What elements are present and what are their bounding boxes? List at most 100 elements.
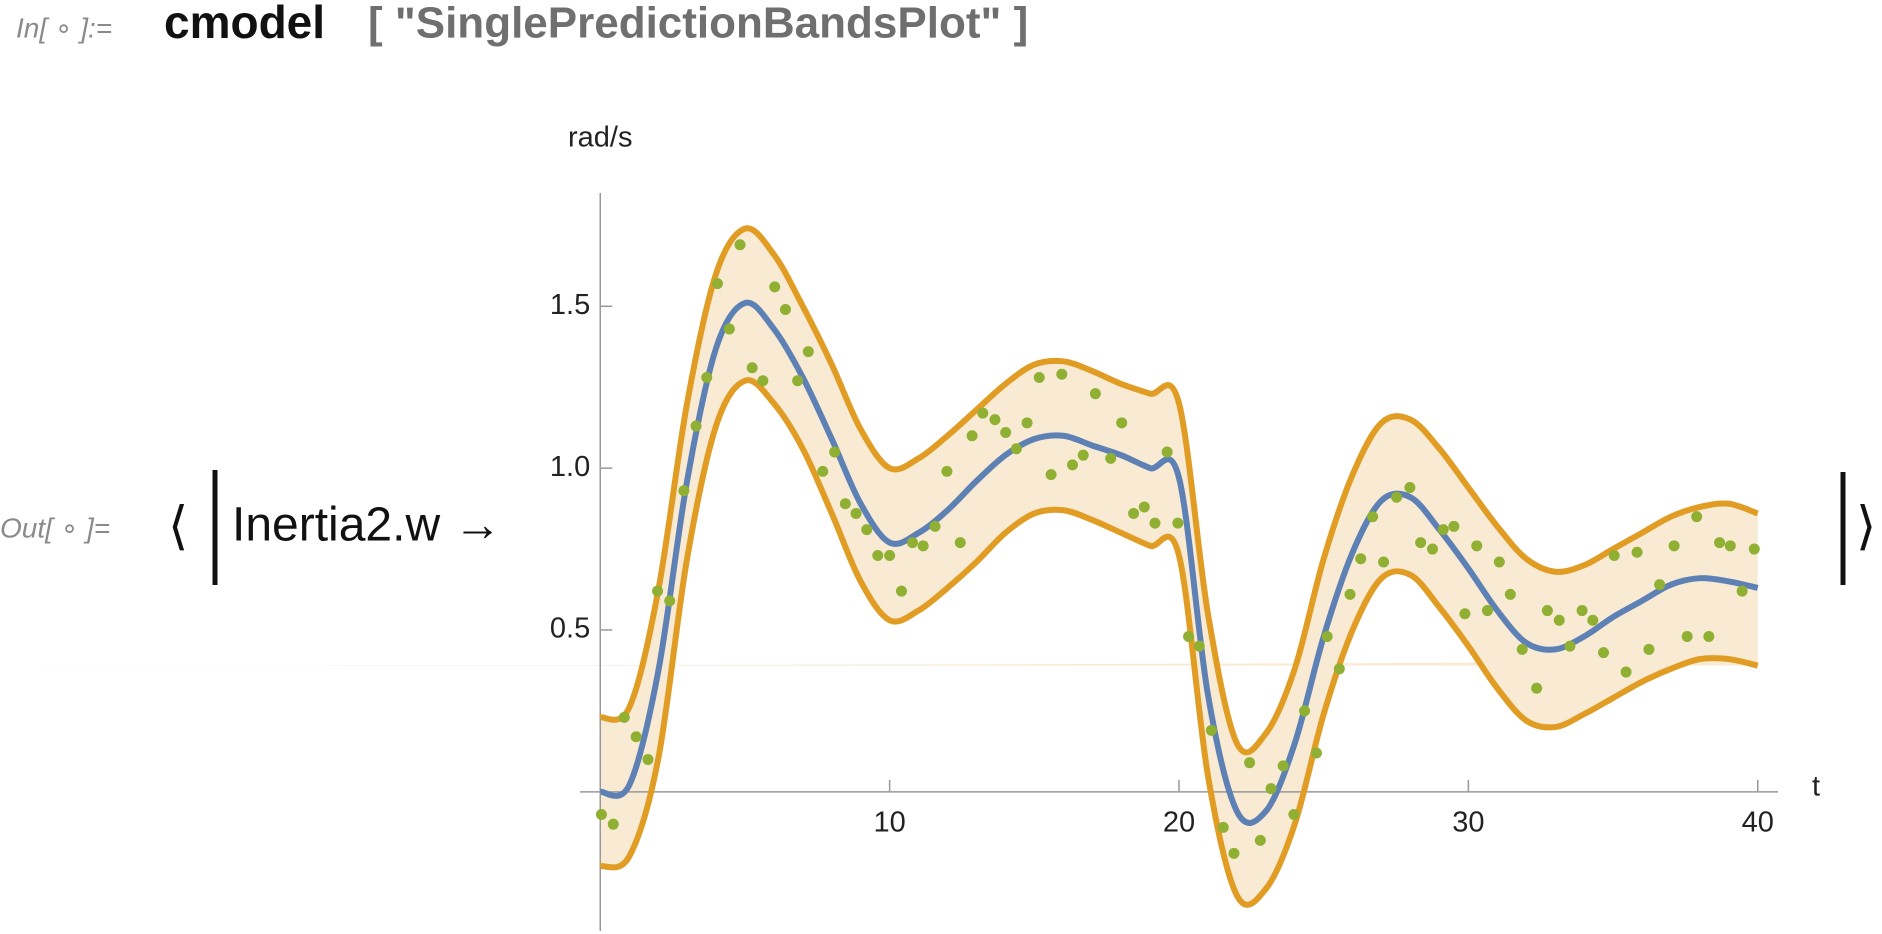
data-point: [1299, 705, 1311, 717]
data-point: [1378, 556, 1390, 568]
data-point: [895, 585, 907, 597]
data-point: [1067, 459, 1079, 471]
input-label: In[ ∘ ]:=: [16, 12, 112, 43]
data-point: [1643, 643, 1655, 655]
data-point: [1437, 524, 1449, 536]
data-point: [1077, 449, 1089, 461]
output-label: Out[ ∘ ]=: [0, 512, 110, 543]
input-code[interactable]: cmodel: [164, 0, 325, 48]
association-key: Inertia2.w →: [232, 499, 501, 552]
data-point: [850, 507, 862, 519]
data-point: [929, 520, 941, 532]
x-axis-label: t: [1812, 770, 1820, 802]
data-point: [802, 346, 814, 358]
data-point: [779, 304, 791, 316]
y-axis-label: rad/s: [568, 122, 632, 154]
data-point: [1193, 640, 1205, 652]
data-point: [1128, 507, 1140, 519]
data-point: [1010, 443, 1022, 455]
data-point: [1668, 540, 1680, 552]
data-point: [1021, 417, 1033, 429]
data-point: [769, 281, 781, 293]
x-tick-label: 20: [1163, 806, 1195, 838]
data-point: [1217, 821, 1229, 833]
data-point: [861, 524, 873, 536]
data-point: [917, 540, 929, 552]
data-point: [1426, 543, 1438, 555]
data-point: [817, 465, 829, 477]
data-point: [1000, 427, 1012, 439]
data-point: [1172, 517, 1184, 529]
data-point: [1310, 747, 1322, 759]
data-point: [989, 414, 1001, 426]
data-point: [630, 731, 642, 743]
data-point: [1033, 372, 1045, 383]
data-point: [1288, 808, 1300, 820]
data-point: [1089, 388, 1101, 400]
data-point: [746, 362, 758, 374]
data-point: [1415, 537, 1427, 549]
data-point: [829, 446, 841, 458]
data-point: [954, 537, 966, 549]
data-point: [723, 323, 735, 335]
plot: 10 20 30 40 0.5 1.0 1.5 rad/s t: [0, 122, 1820, 931]
data-point: [1481, 605, 1493, 617]
data-point: [1205, 724, 1217, 736]
data-point: [1277, 760, 1289, 772]
band-line: [599, 225, 1759, 756]
data-point: [884, 550, 896, 562]
data-point: [906, 537, 918, 549]
data-point: [678, 485, 690, 497]
data-point: [1045, 469, 1057, 481]
open-bracket: ⟨: [168, 498, 188, 556]
data-point: [977, 407, 989, 419]
close-bracket: ⟩: [1856, 498, 1876, 556]
x-tick-label: 40: [1742, 806, 1774, 838]
data-point: [872, 550, 884, 562]
data-point: [1553, 614, 1565, 626]
data-point: [792, 375, 804, 387]
data-point: [966, 430, 978, 442]
data-point: [1681, 630, 1693, 642]
data-point: [1703, 630, 1715, 642]
data-point: [1471, 540, 1483, 552]
mean-line: [599, 299, 1759, 826]
y-tick-label: 1.5: [550, 289, 590, 321]
data-point: [607, 818, 619, 830]
data-point: [1724, 540, 1736, 552]
band-fill: [0, 228, 1758, 905]
data-point: [941, 465, 953, 477]
data-point: [1367, 511, 1379, 523]
data-point: [1541, 605, 1553, 617]
data-point: [1516, 643, 1528, 655]
data-point: [1504, 588, 1516, 600]
data-point: [1714, 537, 1726, 549]
data-point: [1254, 834, 1266, 846]
data-point: [1654, 579, 1666, 591]
data-point: [1404, 482, 1416, 494]
input-args[interactable]: [ "SinglePredictionBandsPlot" ]: [368, 0, 1028, 48]
data-point: [1620, 666, 1632, 678]
x-tick-label: 10: [873, 806, 905, 838]
data-point: [1056, 368, 1068, 380]
data-point: [1333, 663, 1345, 675]
data-point: [1631, 546, 1643, 558]
data-point: [1493, 556, 1505, 568]
data-point: [1105, 452, 1117, 464]
data-point: [1598, 647, 1610, 659]
data-point: [664, 595, 676, 607]
data-point: [595, 808, 607, 820]
data-point: [1608, 550, 1620, 562]
data-point: [642, 753, 654, 765]
data-point: [652, 585, 664, 597]
data-point: [839, 498, 851, 510]
data-point: [734, 239, 746, 251]
data-point: [1228, 847, 1240, 859]
data-point: [1564, 640, 1576, 652]
data-point: [1736, 585, 1748, 597]
band-line: [599, 377, 1759, 908]
data-point: [1321, 630, 1333, 642]
data-point: [1531, 682, 1543, 694]
data-point: [1355, 553, 1367, 565]
